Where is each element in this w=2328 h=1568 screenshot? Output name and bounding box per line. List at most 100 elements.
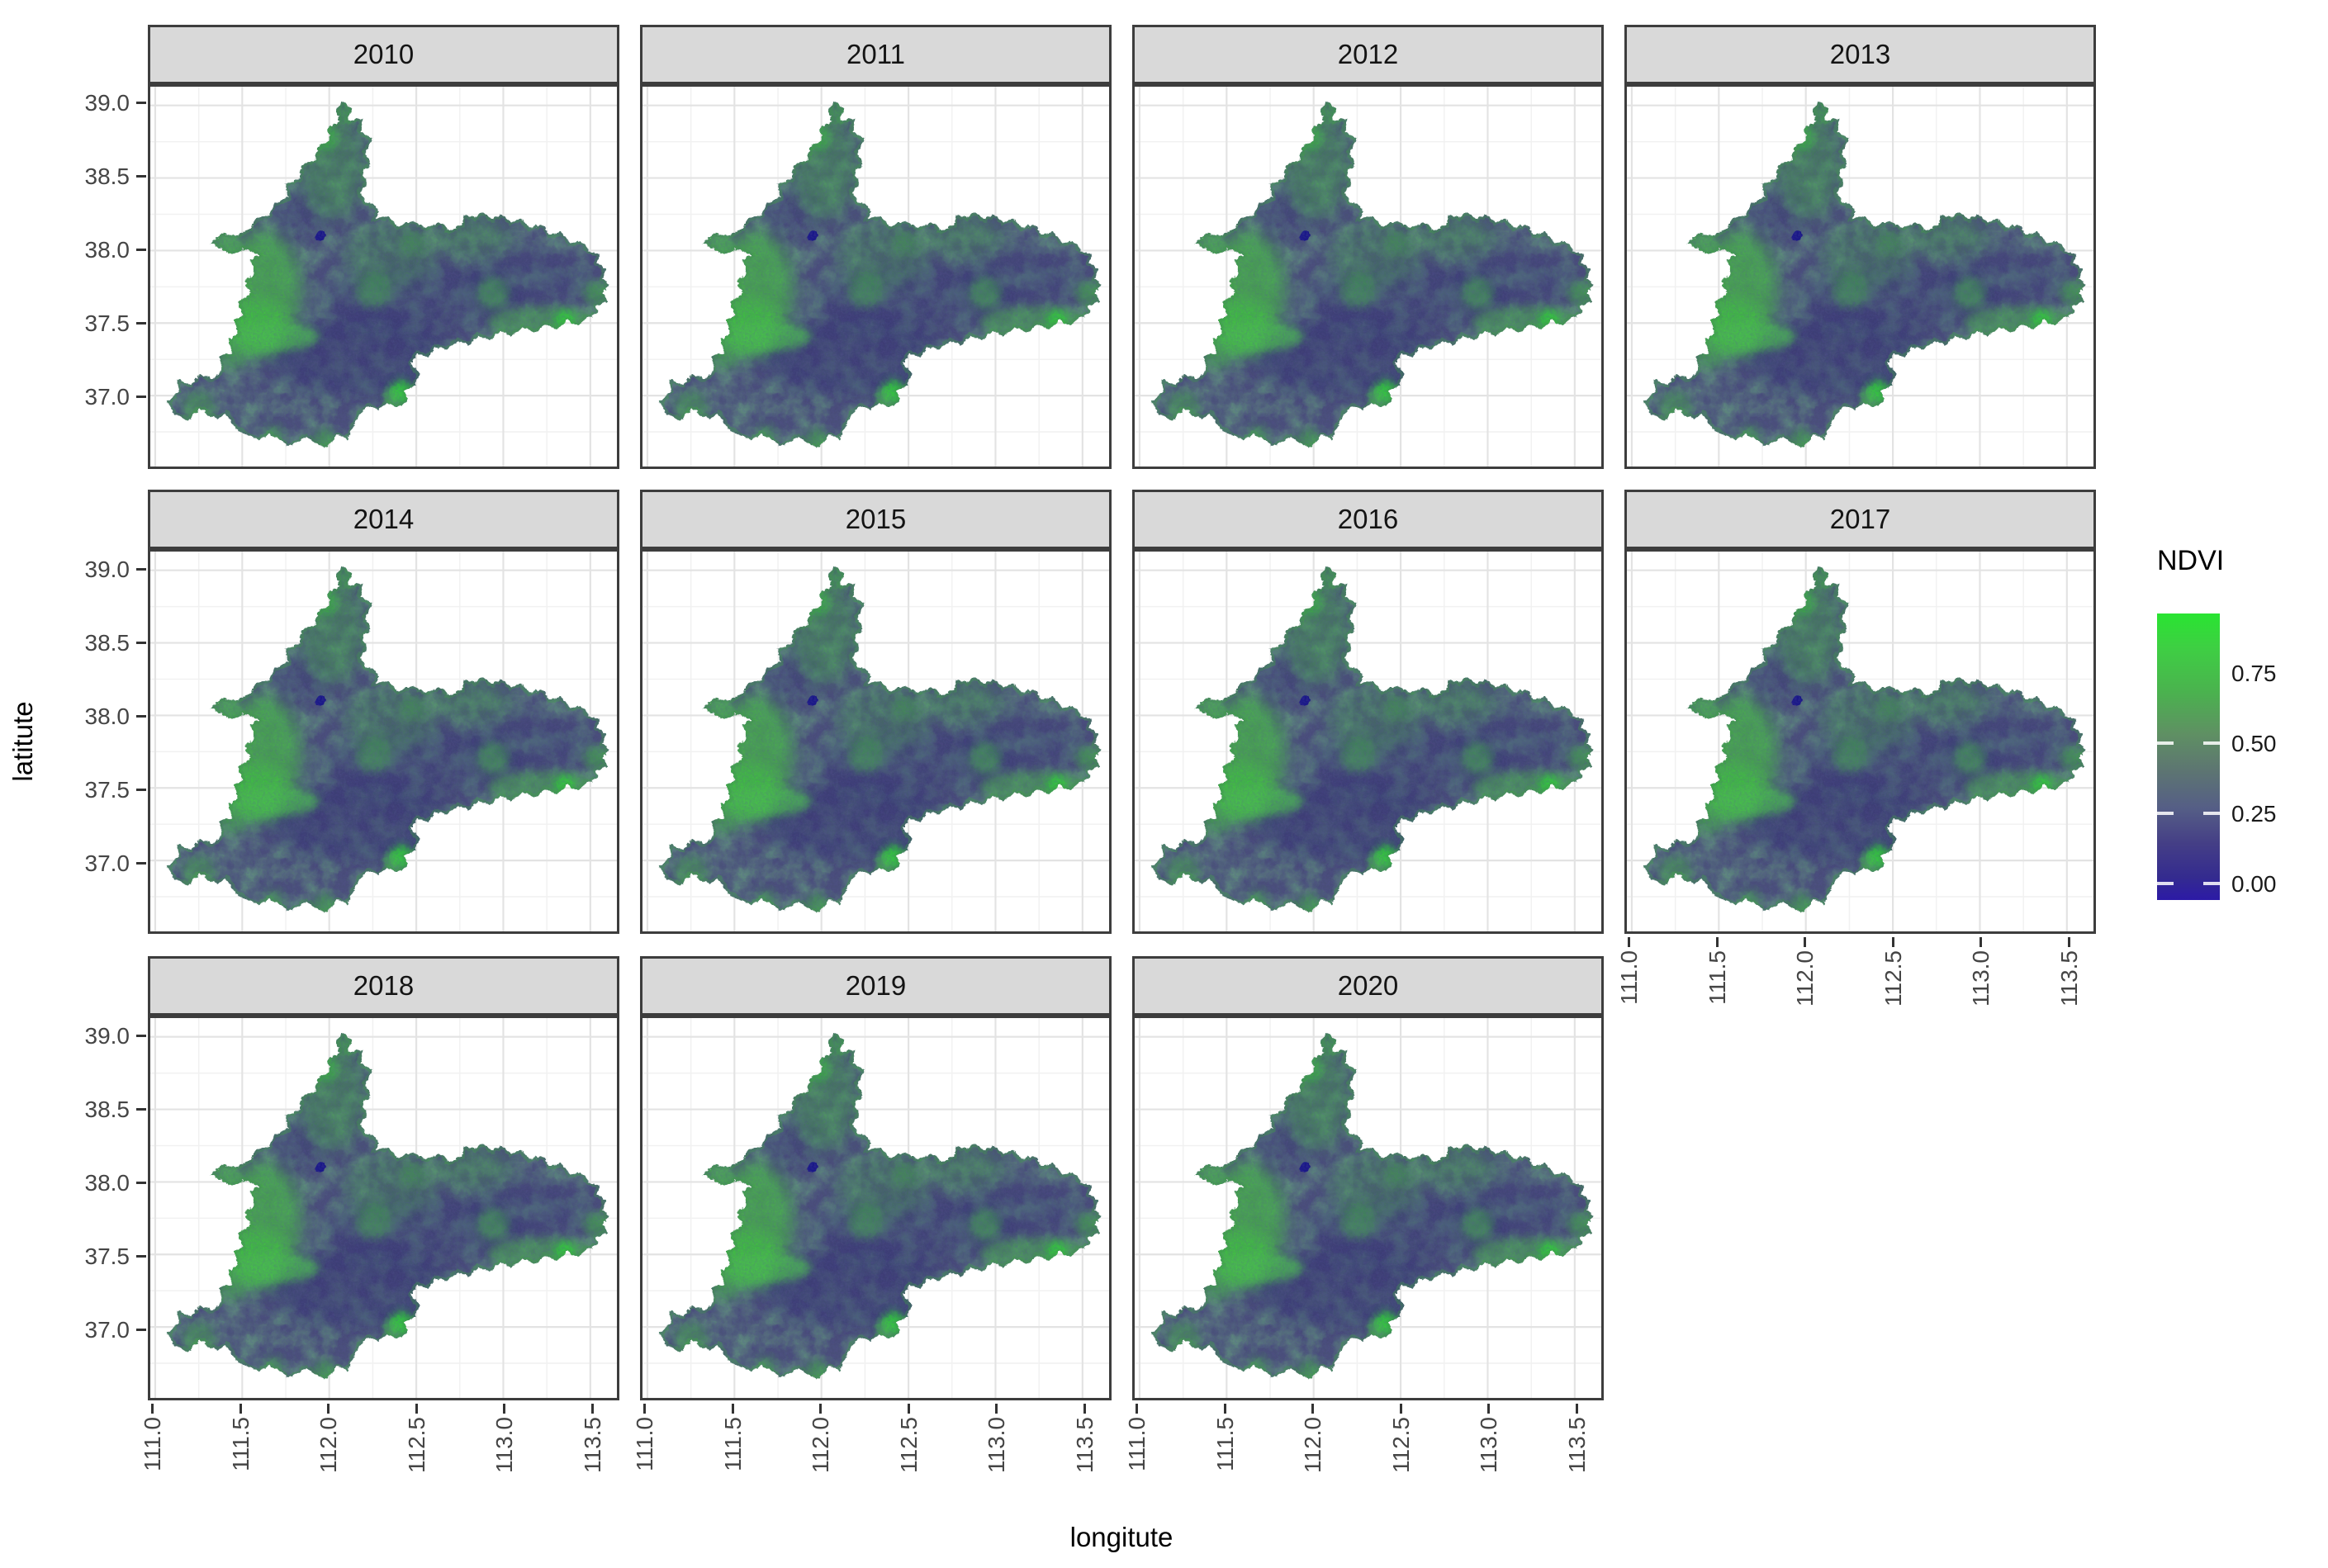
x-tick-label: 113.5 [1563,1417,1590,1473]
y-axis-tick [136,568,146,571]
x-axis-tick [1223,1404,1226,1414]
x-axis-tick [1083,1404,1086,1414]
x-axis-tick [643,1404,646,1414]
ndvi-map [150,1018,617,1398]
x-tick-label: 113.5 [579,1417,605,1473]
x-axis-tick [503,1404,505,1414]
x-axis-tick [731,1404,734,1414]
map-panel [640,84,1112,469]
map-panel [148,549,619,934]
x-tick-label: 111.5 [719,1417,746,1471]
facet-strip: 2020 [1132,956,1604,1016]
y-tick-label: 39.0 [84,1023,130,1049]
facet-strip: 2015 [640,490,1112,549]
y-axis-tick [136,175,146,178]
x-tick-label: 111.0 [1616,950,1642,1005]
legend-title: NDVI [2157,545,2225,576]
x-axis-tick [1311,1404,1314,1414]
x-axis-tick [1715,937,1719,947]
facet-strip-label: 2020 [1337,970,1399,1001]
x-axis-tick [1891,937,1894,947]
x-axis-tick [819,1404,822,1414]
x-tick-label: 113.0 [1968,950,1994,1007]
ndvi-map [1135,87,1601,467]
map-panel [640,549,1112,934]
y-axis-tick [136,715,146,718]
facet-2019: 2019 [640,956,1112,1400]
legend-tick [2157,812,2174,815]
y-axis-tick [136,1108,146,1111]
x-axis-tick [327,1404,330,1414]
facet-2015: 2015 [640,490,1112,934]
facet-strip-label: 2018 [353,970,415,1001]
y-axis-tick [136,789,146,791]
x-tick-label: 113.0 [984,1417,1009,1473]
y-axis-tick [136,1182,146,1184]
legend-tick [2157,741,2174,745]
y-tick-label: 37.0 [84,850,130,876]
legend-tick [2203,812,2220,815]
x-tick-label: 113.0 [1476,1417,1501,1473]
legend-label: 0.75 [2231,661,2277,686]
ndvi-map [642,552,1109,931]
legend-label: 0.00 [2231,871,2277,897]
x-tick-label: 112.5 [895,1417,922,1473]
legend-tick [2157,882,2174,885]
y-axis-tick [136,322,146,324]
facet-strip-label: 2013 [1829,39,1891,69]
x-axis-tick [1575,1404,1578,1414]
y-axis-tick [136,1255,146,1258]
map-panel [1624,549,2096,934]
x-axis-tick [151,1404,154,1414]
facet-strip-label: 2010 [353,39,415,69]
x-tick-label: 112.0 [1300,1417,1325,1473]
x-tick-label: 112.0 [1792,950,1818,1007]
ndvi-map [150,552,617,931]
ndvi-map [642,1018,1109,1398]
facet-2011: 2011 [640,25,1112,469]
legend-tick [2203,741,2220,745]
facet-2013: 2013 [1624,25,2096,469]
y-tick-label: 38.0 [84,1170,130,1196]
x-axis-tick [1399,1404,1402,1414]
y-axis-tick [136,862,146,865]
y-tick-label: 38.5 [84,630,130,656]
legend-label: 0.50 [2231,731,2277,756]
legend-colorbar [2157,613,2220,900]
legend-tick [2203,882,2220,885]
x-axis-tick [907,1404,910,1414]
x-tick-label: 113.5 [2055,950,2082,1007]
y-axis-tick [136,1329,146,1331]
x-axis-title: longitute [1069,1522,1173,1552]
x-tick-label: 112.5 [1880,950,1906,1007]
facet-2017: 2017 [1624,490,2096,934]
facet-strip: 2013 [1624,25,2096,84]
y-axis-title: latitute [7,701,38,782]
x-axis-tick [1136,1404,1138,1414]
y-tick-label: 37.0 [84,1317,130,1343]
ndvi-map [1627,552,2093,931]
ndvi-map [642,87,1109,467]
y-tick-label: 37.0 [84,384,130,410]
map-panel [1132,1016,1604,1400]
x-axis-tick [415,1404,418,1414]
x-tick-label: 111.0 [1124,1417,1150,1471]
legend-label: 0.25 [2231,801,2277,827]
facet-strip-label: 2014 [353,504,415,534]
facet-2012: 2012 [1132,25,1604,469]
x-tick-label: 112.0 [808,1417,833,1473]
y-tick-label: 38.5 [84,163,130,189]
x-tick-label: 111.0 [140,1417,165,1471]
facet-strip: 2019 [640,956,1112,1016]
y-tick-label: 38.5 [84,1097,130,1122]
x-tick-label: 111.5 [1211,1417,1238,1471]
y-tick-label: 37.5 [84,777,130,803]
x-tick-label: 112.5 [1387,1417,1414,1473]
ndvi-map [1627,87,2093,467]
map-panel [148,84,619,469]
ndvi-legend: NDVI 0.75 0.50 0.25 0.00 [2144,545,2326,941]
y-axis-tick [136,249,146,251]
map-panel [1624,84,2096,469]
facet-strip: 2012 [1132,25,1604,84]
facet-2014: 2014 [148,490,619,934]
